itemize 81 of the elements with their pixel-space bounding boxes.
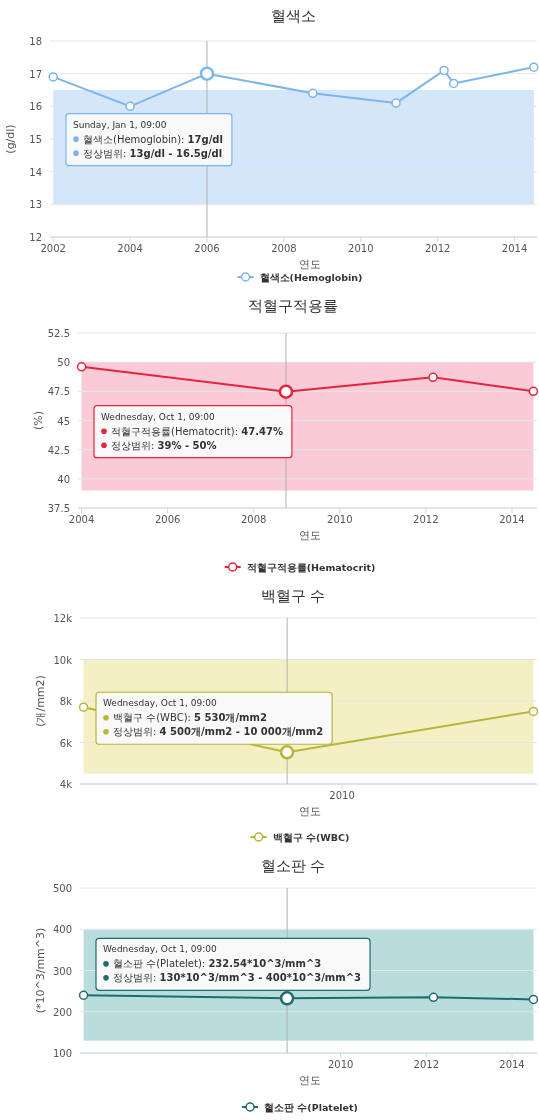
y-tick-label: 16 [29, 101, 42, 113]
y-tick-label: 17 [29, 68, 42, 80]
x-axis-title: 연도 [299, 1074, 321, 1087]
y-axis-title: (g/dl) [4, 124, 17, 154]
point [391, 98, 401, 108]
y-tick-label: 42.5 [47, 444, 70, 456]
annotation: 정상범위: 4 500개/mm2 - 10 000개/mm2 [113, 726, 324, 738]
annotation: Wednesday, Oct 1, 09:00 [103, 944, 217, 955]
y-axis-title: (개/mm2) [34, 675, 47, 727]
x-axis-title: 연도 [299, 805, 321, 818]
y-tick-label: 45 [57, 415, 70, 427]
point [428, 372, 438, 383]
point [528, 706, 539, 717]
annotation: Sunday, Jan 1, 09:00 [73, 119, 167, 130]
y-tick-label: 14 [29, 166, 42, 178]
point [439, 65, 449, 76]
point [448, 78, 459, 89]
y-tick-label: 8k [59, 696, 73, 707]
x-tick-label: 2014 [499, 514, 525, 525]
x-tick-label: 2012 [424, 243, 451, 254]
y-tick-label: 18 [29, 36, 42, 47]
legend-label: 혈소판 수(Platelet) [264, 1102, 358, 1113]
chart-title: 백혈구 수 [260, 587, 326, 605]
point [48, 72, 58, 82]
x-tick-label: 2014 [501, 243, 528, 254]
y-tick-label: 100 [52, 1048, 72, 1059]
y-tick-label: 6k [59, 737, 73, 749]
y-tick-label: 50 [57, 357, 70, 369]
annotation: Wednesday, Oct 1, 09:00 [103, 698, 217, 709]
point [528, 386, 539, 397]
annotation: 정상범위: 39% - 50% [111, 439, 217, 451]
point [125, 101, 135, 112]
x-tick-label: 2012 [413, 1059, 440, 1070]
y-tick-label: 13 [29, 199, 42, 211]
annotation: Wednesday, Oct 1, 09:00 [101, 411, 215, 422]
y-tick-label: 4k [59, 779, 73, 790]
point [78, 702, 89, 712]
chart-title: 적혈구적용률 [248, 297, 338, 315]
y-tick-label: 12 [29, 232, 42, 243]
legend-label: 백혈구 수(WBC) [272, 832, 350, 843]
legend-label: 적혈구적용률(Hematocrit) [246, 562, 376, 573]
y-tick-label: 10k [53, 654, 73, 666]
annotation: 정상범위: 130*10^3/mm^3 - 400*10^3/mm^3 [113, 972, 362, 984]
x-tick-label: 2004 [68, 514, 95, 525]
x-tick-label: 2014 [499, 1059, 525, 1070]
annotation: 혈소판 수(Platelet): 232.54*10^3/mm^3 [113, 958, 322, 970]
y-tick-label: 400 [52, 924, 72, 936]
annotation: 정상범위: 13g/dl - 16.5g/dl [83, 147, 223, 159]
x-tick-label: 2008 [240, 514, 267, 525]
x-axis-title: 연도 [299, 258, 321, 271]
y-tick-label: 15 [29, 134, 42, 145]
x-tick-label: 2010 [348, 243, 374, 254]
y-tick-label: 12k [53, 613, 73, 624]
x-tick-label: 2012 [413, 514, 439, 525]
point [529, 62, 539, 72]
x-axis-title: 연도 [299, 529, 321, 542]
y-axis-title: (*10^3/mm^3) [34, 927, 47, 1014]
y-axis-title: (%) [32, 410, 45, 431]
x-tick-label: 2010 [327, 514, 353, 525]
text: 2010 [329, 790, 355, 801]
y-tick-label: 300 [52, 965, 72, 977]
chart-title: 혈소판 수 [260, 857, 326, 875]
x-tick-label: 2006 [194, 243, 220, 254]
y-tick-label: 40 [57, 473, 70, 485]
annotation: 혈색소(Hemoglobin): 17g/dl [83, 133, 223, 145]
y-tick-label: 200 [52, 1006, 72, 1018]
y-tick-label: 52.5 [47, 328, 70, 339]
x-tick-label: 2010 [327, 1059, 354, 1070]
x-tick-label: 2006 [154, 514, 181, 525]
chart-title: 혈색소 [270, 7, 316, 25]
annotation: 적혈구적용률(Hematocrit): 47.47% [111, 425, 283, 437]
point [76, 362, 87, 372]
x-tick-label: 2008 [271, 243, 297, 254]
legend-label: 혈색소(Hemoglobin) [259, 272, 363, 283]
x-tick-label: 2002 [40, 243, 66, 254]
point [307, 88, 318, 99]
annotation: 백혈구 수(WBC): 5 530개/mm2 [113, 712, 267, 724]
y-tick-label: 500 [52, 883, 72, 894]
y-tick-label: 47.5 [47, 386, 70, 398]
y-tick-label: 37.5 [47, 503, 70, 514]
x-tick-label: 2004 [117, 243, 143, 254]
